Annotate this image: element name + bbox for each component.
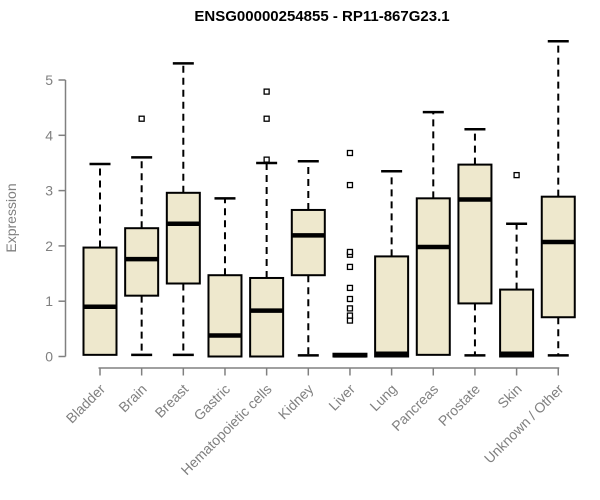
- iqr-box: [207, 274, 243, 358]
- x-category-label-breast: Breast: [152, 381, 192, 421]
- outlier-point: [346, 295, 354, 303]
- outlier-point: [346, 317, 354, 324]
- y-axis-label: Expression: [3, 183, 19, 252]
- x-category-label-skin: Skin: [494, 381, 525, 412]
- x-category-label-liver: Liver: [325, 381, 358, 414]
- box-group-unknown-other: [540, 40, 576, 357]
- outlier-point: [263, 115, 270, 122]
- iqr-box: [82, 246, 118, 356]
- box-group-skin: [499, 171, 535, 358]
- y-tick-label: 2: [45, 238, 53, 254]
- chart-title: ENSG00000254855 - RP11-867G23.1: [194, 8, 449, 25]
- outlier-point: [346, 305, 354, 312]
- box-group-prostate: [457, 127, 493, 357]
- iqr-box: [415, 197, 451, 356]
- box-group-hematopoietic-cells: [249, 88, 285, 358]
- outlier-point: [346, 149, 354, 157]
- outlier-point: [138, 115, 145, 122]
- iqr-box: [499, 288, 535, 358]
- x-category-label-bladder: Bladder: [63, 381, 109, 427]
- outlier-point: [513, 171, 520, 179]
- y-tick-label: 4: [45, 127, 53, 143]
- iqr-box: [165, 191, 201, 285]
- box-group-lung: [374, 169, 410, 358]
- y-tick-label: 0: [45, 349, 53, 365]
- y-tick-label: 3: [45, 183, 53, 199]
- y-tick-label: 1: [45, 293, 53, 309]
- box-group-bladder: [82, 162, 118, 356]
- box-group-gastric: [207, 197, 243, 358]
- iqr-box: [249, 276, 285, 358]
- box-group-breast: [165, 62, 201, 357]
- iqr-box: [290, 208, 326, 277]
- box-group-liver: [332, 149, 368, 358]
- box-group-kidney: [290, 160, 326, 357]
- outlier-point: [263, 88, 270, 95]
- box-group-brain: [124, 115, 160, 357]
- outlier-point: [346, 284, 354, 292]
- x-category-label-prostate: Prostate: [435, 381, 483, 429]
- x-category-label-lung: Lung: [366, 381, 399, 414]
- y-tick-label: 5: [45, 72, 53, 88]
- box-group-pancreas: [415, 110, 451, 356]
- outlier-point: [346, 312, 354, 319]
- outlier-point: [346, 263, 354, 271]
- outlier-point: [346, 181, 354, 189]
- iqr-box: [374, 255, 410, 358]
- iqr-box: [457, 163, 493, 305]
- x-category-label-kidney: Kidney: [275, 381, 317, 423]
- x-category-label-brain: Brain: [115, 381, 149, 415]
- outlier-point: [263, 156, 270, 163]
- iqr-box: [124, 227, 160, 297]
- iqr-box: [540, 195, 576, 319]
- outlier-point: [346, 248, 354, 256]
- x-category-label-unknown-other: Unknown / Other: [481, 381, 567, 467]
